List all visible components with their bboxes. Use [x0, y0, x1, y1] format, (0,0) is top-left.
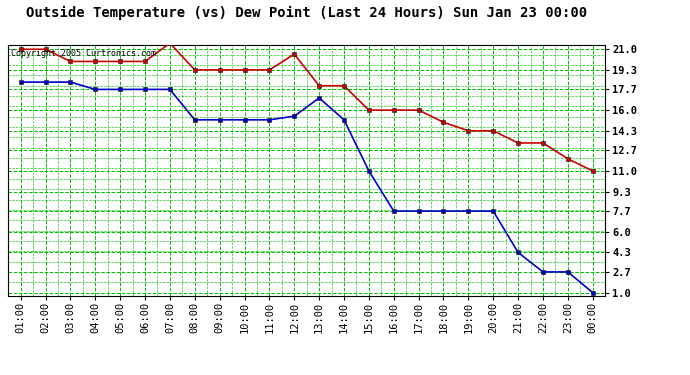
Text: Copyright 2005 Curtronics.com: Copyright 2005 Curtronics.com: [11, 49, 156, 58]
Text: Outside Temperature (vs) Dew Point (Last 24 Hours) Sun Jan 23 00:00: Outside Temperature (vs) Dew Point (Last…: [26, 6, 588, 20]
